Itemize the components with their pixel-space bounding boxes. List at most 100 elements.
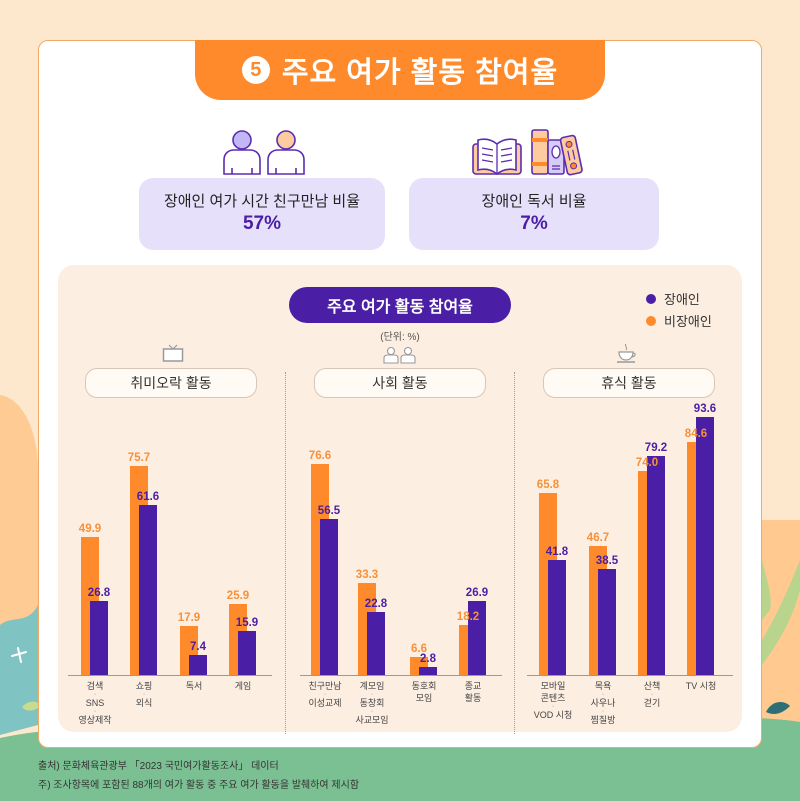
note-footnote: 주) 조사항목에 포함된 88개의 여가 활동 중 주요 여가 활동을 발췌하여… (38, 780, 360, 791)
legend-dot-purple (646, 293, 656, 304)
page-title: 주요 여가 활동 참여율 (281, 57, 559, 89)
coffee-cup-icon (617, 343, 636, 363)
value-label-non-disabled: 25.9 (226, 589, 250, 602)
stat-value: 7% (520, 213, 548, 234)
legend-item-non-disabled: 비장애인 (646, 311, 712, 330)
chart-panel (58, 265, 742, 732)
value-label-non-disabled: 46.7 (586, 532, 610, 545)
bar-disabled (598, 568, 616, 675)
category-label-line: 외식 (135, 698, 153, 708)
value-label-disabled: 2.8 (420, 653, 436, 666)
category-label: 산책 · 걷기 (617, 680, 687, 709)
category-label-line: SNS (85, 698, 105, 708)
value-label-non-disabled: 6.6 (411, 642, 427, 655)
value-label-non-disabled: 75.7 (127, 452, 151, 465)
category-label-line: 동창회 (359, 698, 385, 708)
category-label-line: 종교 (464, 681, 482, 691)
category-label: 게임 (208, 680, 278, 692)
value-label-non-disabled: 76.6 (308, 449, 332, 462)
category-label-line: 모임 (415, 693, 433, 703)
category-label-line: 걷기 (643, 698, 661, 708)
value-label-disabled: 41.8 (545, 545, 569, 558)
chart-title: 주요 여가 활동 참여율 (289, 287, 511, 323)
legend-item-disabled: 장애인 (646, 289, 700, 308)
value-label-disabled: 38.5 (595, 554, 619, 567)
people-small-icon (383, 346, 416, 364)
category-separator: · (601, 708, 605, 715)
value-label-disabled: 26.9 (465, 586, 489, 599)
section-hobby: 취미오락 활동 (85, 368, 257, 398)
value-label-disabled: 61.6 (136, 490, 160, 503)
category-label-line: 영상제작 (78, 715, 112, 725)
category-separator: · (142, 691, 146, 698)
category-separator: · (370, 691, 374, 698)
bar-disabled (367, 612, 385, 675)
value-label-non-disabled: 49.9 (78, 523, 102, 536)
tv-icon (162, 344, 184, 362)
category-separator: · (650, 691, 654, 698)
value-label-non-disabled: 33.3 (355, 569, 379, 582)
category-label: 쇼핑 · 외식 (109, 680, 179, 709)
category-separator: · (93, 691, 97, 698)
category-label-line: 검색 (86, 681, 104, 691)
source-footnote: 출처) 문화체육관광부 「2023 국민여가활동조사」 데이터 (38, 761, 279, 772)
category-label-line: 사우나 (590, 698, 616, 708)
stat-card-friends: 장애인 여가 시간 친구만남 비율 57% (139, 178, 385, 250)
category-label-line: TV 시청 (685, 681, 717, 691)
category-label: 독서 (159, 680, 229, 692)
category-label-line: 독서 (185, 681, 203, 691)
category-label-line: 쇼핑 (135, 681, 153, 691)
value-label-disabled: 26.8 (87, 587, 111, 600)
value-label-disabled: 93.6 (693, 402, 717, 415)
stat-value: 57% (242, 213, 282, 234)
bar-disabled (320, 519, 338, 675)
x-axis-baseline (527, 675, 733, 676)
x-axis-baseline (300, 675, 502, 676)
category-label-line: 사교모임 (355, 715, 389, 725)
stat-card-reading: 장애인 독서 비율 7% (409, 178, 659, 250)
value-label-disabled: 7.4 (190, 640, 206, 653)
section-divider (514, 372, 515, 734)
category-label-line: 모바일 (540, 681, 566, 691)
category-label-line: 활동 (464, 693, 482, 703)
value-label-non-disabled: 17.9 (177, 611, 201, 624)
category-separator: · (601, 691, 605, 698)
bar-disabled (468, 600, 486, 675)
category-label: 계모임 · 동창회 · 사교모임 (337, 680, 407, 726)
bar-disabled (419, 667, 437, 675)
category-label-line: 이성교제 (308, 698, 342, 708)
header-tab: 5 주요 여가 활동 참여율 (195, 40, 605, 100)
books-icon (472, 129, 583, 176)
stat-label: 장애인 독서 비율 (481, 193, 587, 210)
category-label-line: 친구만남 (308, 681, 342, 691)
category-label-line: 동호회 (411, 681, 437, 691)
category-label: TV 시청 (666, 680, 736, 692)
bar-disabled (139, 504, 157, 675)
category-label-line: 찜질방 (590, 715, 616, 725)
value-label-non-disabled: 65.8 (536, 479, 560, 492)
stat-label: 장애인 여가 시간 친구만남 비율 (163, 193, 361, 210)
bar-disabled (189, 654, 207, 675)
value-label-non-disabled: 84.6 (684, 427, 708, 440)
value-label-disabled: 22.8 (364, 598, 388, 611)
bar-disabled (90, 601, 108, 675)
value-label-disabled: 56.5 (317, 505, 341, 518)
value-label-non-disabled: 74.0 (635, 456, 659, 469)
section-divider (285, 372, 286, 734)
section-number-badge: 5 (241, 56, 270, 84)
unit-label: (단위: %) (380, 332, 420, 343)
category-label: 모바일 콘텐츠 · VOD 시청 (518, 680, 588, 721)
value-label-non-disabled: 18.2 (456, 610, 480, 623)
legend-label: 장애인 (664, 292, 700, 307)
bar-disabled (548, 559, 566, 675)
bar-disabled (238, 631, 256, 675)
category-separator: · (370, 708, 374, 715)
x-axis-baseline (68, 675, 272, 676)
people-icon (223, 130, 305, 175)
legend-dot-orange (646, 315, 656, 326)
category-label-line: 계모임 (359, 681, 385, 691)
value-label-disabled: 79.2 (644, 442, 668, 455)
